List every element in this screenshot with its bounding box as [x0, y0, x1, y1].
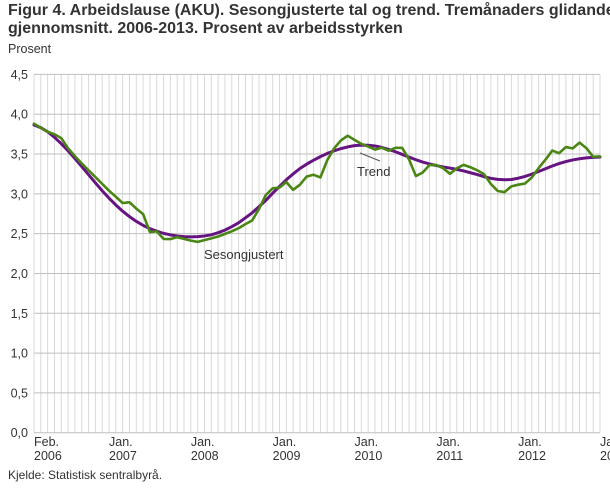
- svg-text:2008: 2008: [191, 449, 219, 463]
- svg-text:0,5: 0,5: [11, 386, 28, 400]
- svg-text:Jan.: Jan.: [273, 435, 297, 449]
- svg-text:2011: 2011: [436, 449, 463, 463]
- svg-text:2010: 2010: [355, 449, 383, 463]
- svg-text:2013: 2013: [600, 449, 610, 463]
- svg-text:Jan.: Jan.: [191, 435, 215, 449]
- svg-text:Jan.: Jan.: [355, 435, 379, 449]
- svg-text:Jan.: Jan.: [518, 435, 542, 449]
- svg-text:Feb.: Feb.: [34, 435, 59, 449]
- svg-text:Jan.: Jan.: [600, 435, 610, 449]
- svg-text:Sesongjustert: Sesongjustert: [204, 247, 284, 262]
- svg-text:4,0: 4,0: [11, 108, 28, 122]
- svg-text:3,5: 3,5: [11, 148, 28, 162]
- svg-text:3,0: 3,0: [11, 187, 28, 201]
- svg-text:2009: 2009: [273, 449, 301, 463]
- svg-text:2,5: 2,5: [11, 227, 28, 241]
- svg-text:1,5: 1,5: [11, 307, 28, 321]
- svg-text:1,0: 1,0: [11, 347, 28, 361]
- svg-text:2006: 2006: [34, 449, 62, 463]
- svg-text:Jan.: Jan.: [109, 435, 133, 449]
- svg-text:4,5: 4,5: [11, 68, 28, 82]
- svg-text:0,0: 0,0: [11, 426, 28, 440]
- svg-text:2007: 2007: [109, 449, 137, 463]
- svg-text:2012: 2012: [518, 449, 546, 463]
- svg-text:2,0: 2,0: [11, 267, 28, 281]
- svg-text:Trend: Trend: [357, 164, 390, 179]
- svg-text:Jan.: Jan.: [436, 435, 460, 449]
